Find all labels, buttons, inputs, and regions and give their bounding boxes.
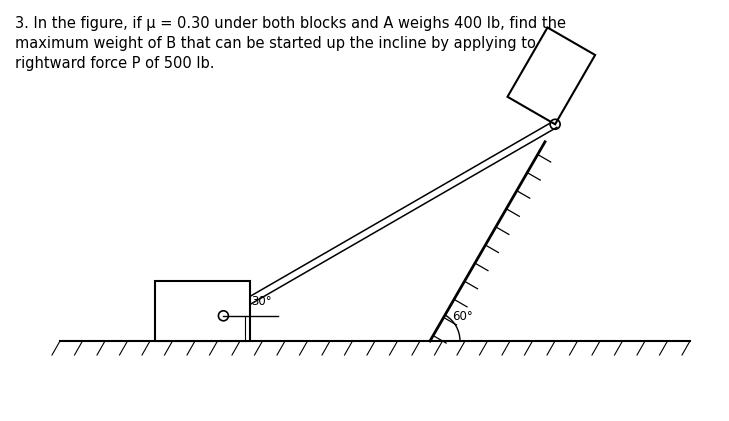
Text: 30°: 30° bbox=[252, 295, 272, 308]
Bar bbox=[155, 281, 250, 341]
Text: 3. In the figure, if μ = 0.30 under both blocks and A weighs 400 lb, find the: 3. In the figure, if μ = 0.30 under both… bbox=[15, 16, 566, 31]
Text: A: A bbox=[172, 304, 182, 319]
Text: B: B bbox=[536, 64, 547, 78]
Text: maximum weight of B that can be started up the incline by applying to A a: maximum weight of B that can be started … bbox=[15, 36, 564, 51]
Polygon shape bbox=[507, 27, 595, 124]
Text: rightward force P of 500 lb.: rightward force P of 500 lb. bbox=[15, 56, 214, 71]
Text: 60°: 60° bbox=[452, 310, 472, 323]
